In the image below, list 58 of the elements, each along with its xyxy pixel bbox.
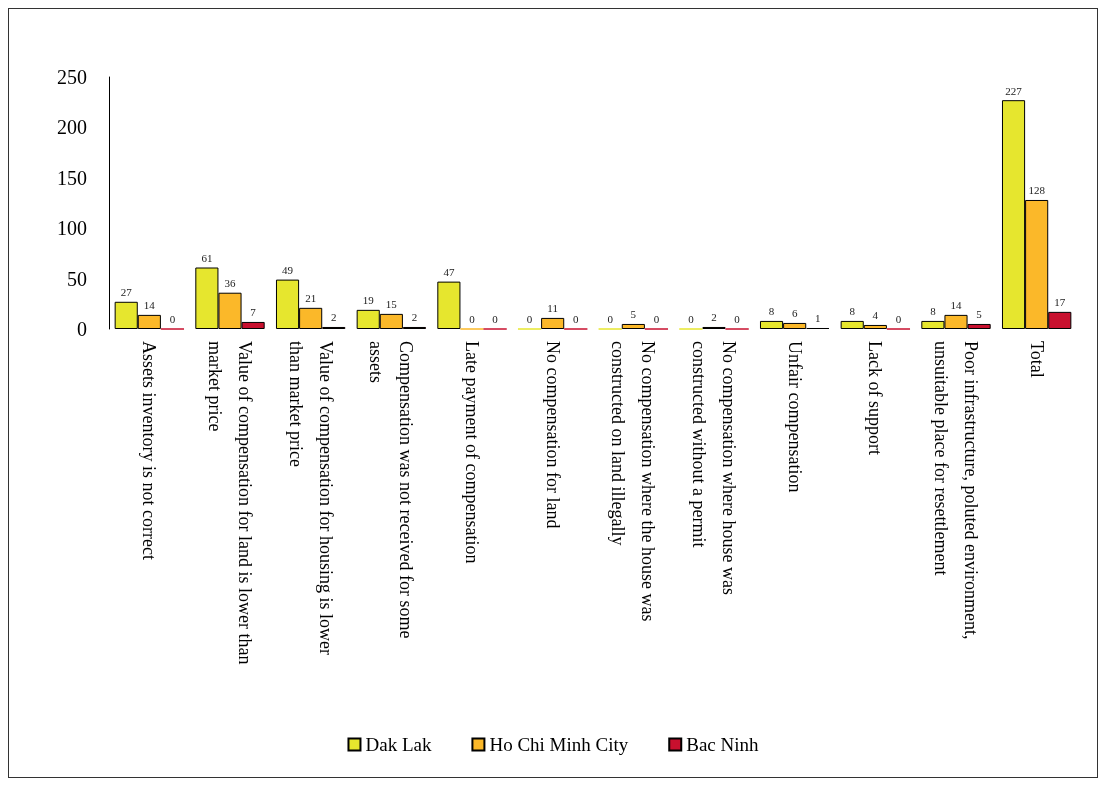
data-label: 21 — [305, 292, 317, 305]
data-label: 0 — [607, 313, 614, 325]
data-label: 0 — [573, 313, 580, 325]
data-label: 2 — [411, 311, 418, 324]
x-tick-label: Value of compensation for land is lower than market price — [205, 341, 255, 669]
data-label: 19 — [362, 294, 375, 307]
data-label: 128 — [1028, 184, 1046, 197]
y-tick-label: 50 — [67, 267, 87, 290]
data-label: 0 — [895, 313, 902, 325]
data-label: 6 — [791, 307, 798, 320]
data-label: 7 — [250, 306, 257, 319]
data-label: 61 — [201, 252, 213, 265]
x-tick-label: No compensation for land — [542, 341, 563, 529]
legend-label: Dak Lak — [365, 734, 432, 755]
data-label: 0 — [653, 313, 660, 325]
data-label: 36 — [224, 277, 236, 290]
data-label: 0 — [169, 313, 176, 325]
legend-label: Ho Chi Minh City — [489, 734, 629, 755]
data-label: 47 — [443, 266, 455, 279]
y-tick-label: 100 — [57, 217, 87, 240]
y-tick-label: 200 — [57, 116, 87, 139]
y-tick-label: 250 — [57, 66, 87, 88]
data-label: 8 — [930, 305, 937, 318]
y-tick-label: 150 — [57, 166, 87, 189]
data-label: 14 — [950, 299, 962, 312]
data-label: 14 — [143, 299, 156, 312]
x-tick-label: Poor infrastructure, poluted environment, unsuitable place for resettlement — [931, 341, 981, 644]
data-label: 5 — [976, 308, 983, 321]
data-label: 8 — [849, 305, 856, 318]
data-label: 4 — [872, 309, 879, 322]
x-tick-label: Assets inventory is not correct — [139, 341, 160, 560]
data-label: 0 — [526, 313, 533, 325]
x-tick-label: No compensation where the house was constructed on land illegally — [608, 341, 659, 626]
data-label: 11 — [547, 302, 558, 315]
x-tick-label: Lack of support — [865, 341, 886, 455]
data-label: 15 — [385, 298, 398, 311]
data-label: 0 — [688, 313, 695, 325]
data-label: 49 — [282, 264, 294, 277]
data-label: 0 — [492, 313, 499, 325]
y-tick-label: 0 — [77, 318, 87, 340]
data-label: 27 — [120, 286, 133, 299]
data-label: 0 — [469, 313, 476, 325]
x-tick-label: Unfair compensation — [784, 341, 805, 493]
data-label: 2 — [331, 311, 337, 324]
data-label: 2 — [711, 311, 717, 324]
data-label: 17 — [1054, 296, 1066, 309]
data-label: 1 — [815, 312, 821, 325]
bar — [437, 281, 461, 329]
data-label: 5 — [630, 308, 637, 321]
bar — [621, 323, 645, 329]
legend-label: Bac Ninh — [686, 734, 760, 755]
x-tick-label: Compensation was not received for some assets — [366, 341, 417, 643]
data-label: 0 — [734, 313, 741, 325]
data-label: 227 — [1005, 84, 1023, 97]
x-tick-label: Late payment of compensation — [462, 341, 482, 564]
x-tick-label: Total — [1026, 341, 1047, 378]
bar — [541, 317, 565, 329]
data-label: 8 — [768, 305, 775, 318]
